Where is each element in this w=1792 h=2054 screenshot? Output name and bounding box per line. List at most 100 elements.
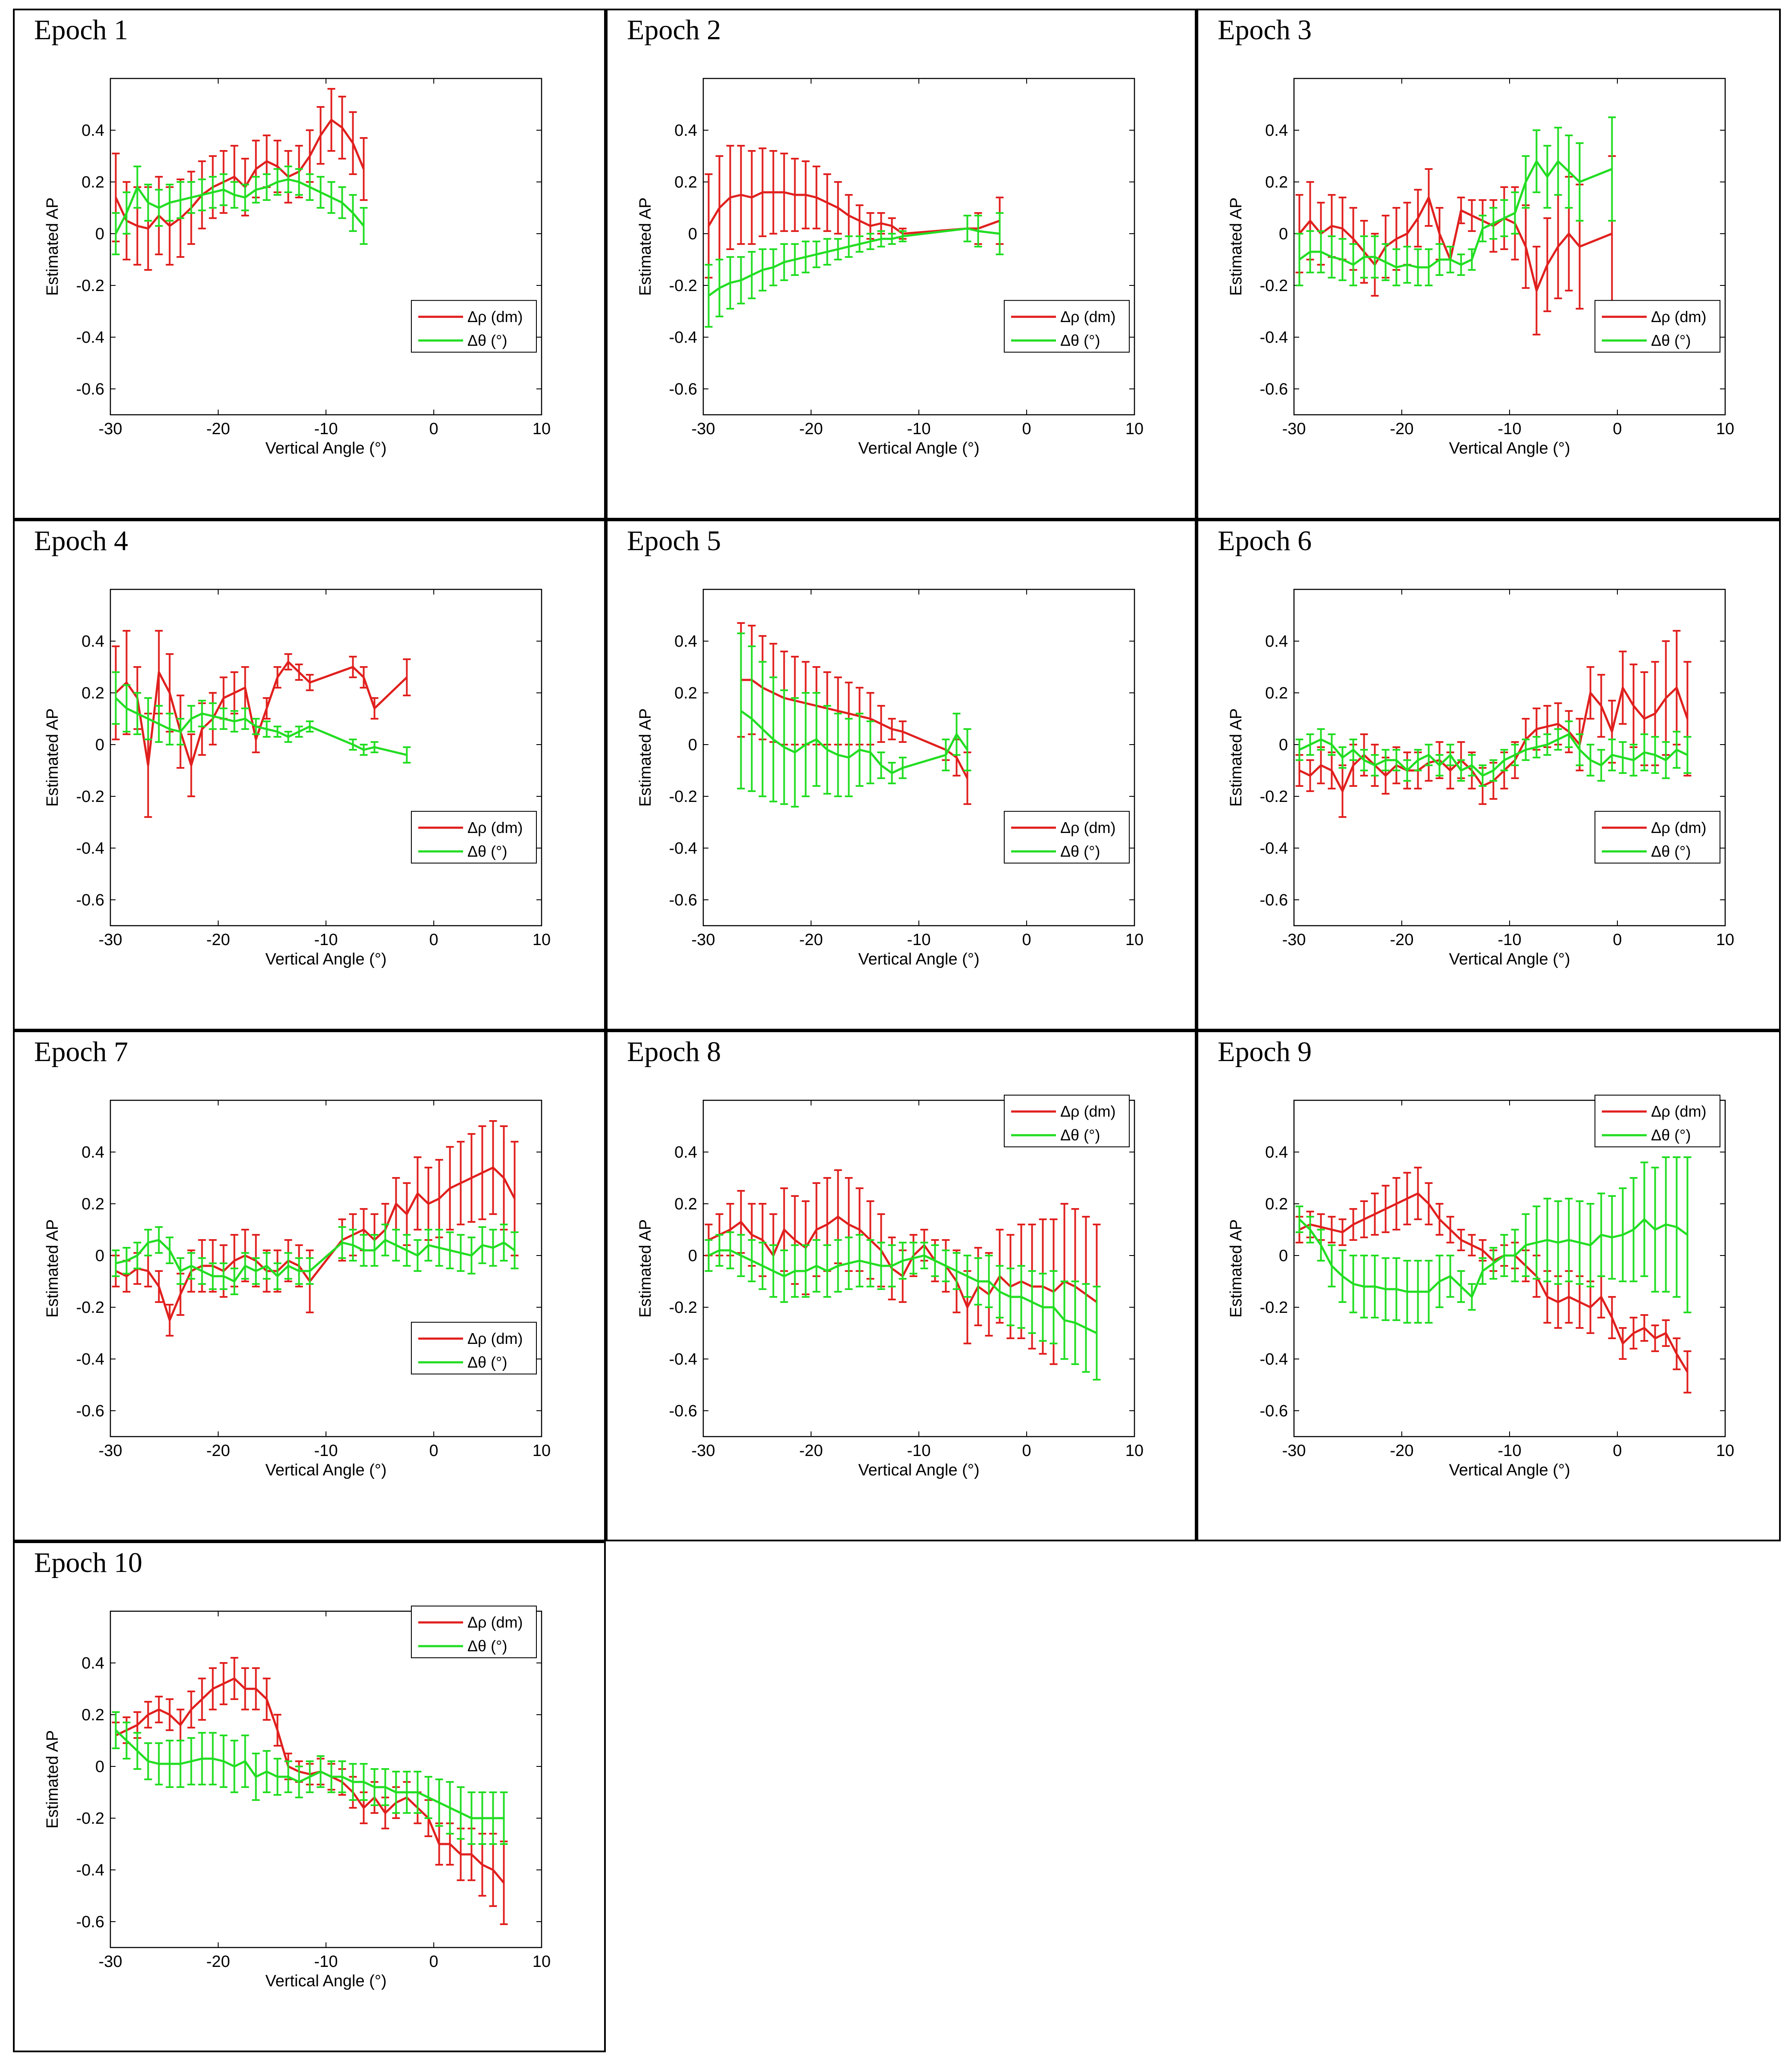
legend: Δρ (dm) Δθ (°) — [1004, 300, 1130, 353]
legend-box — [411, 300, 537, 353]
y-axis-label: Estimated AP — [636, 197, 655, 296]
legend-label: Δθ (°) — [467, 1637, 507, 1655]
y-axis-label: Estimated AP — [1227, 197, 1245, 296]
x-tick-label: 0 — [429, 1953, 438, 1971]
x-axis-label: Vertical Angle (°) — [858, 1461, 979, 1479]
chart-title: Epoch 8 — [627, 1036, 721, 1068]
x-tick-label: 0 — [1022, 1442, 1031, 1460]
y-tick-label: -0.6 — [76, 1913, 104, 1931]
x-tick-label: -30 — [692, 931, 715, 949]
y-tick-label: 0 — [688, 1247, 697, 1265]
legend: Δρ (dm) Δθ (°) — [411, 300, 537, 353]
legend-label: Δθ (°) — [1060, 332, 1100, 349]
x-tick-label: -20 — [207, 1442, 230, 1460]
y-tick-label: -0.6 — [76, 380, 104, 398]
chart-title: Epoch 1 — [34, 14, 128, 46]
series-line — [115, 178, 365, 235]
y-tick-label: -0.4 — [669, 1350, 697, 1368]
y-tick-label: 0.2 — [1265, 173, 1288, 191]
x-tick-label: 10 — [533, 1953, 551, 1971]
x-tick-label: 0 — [1022, 931, 1031, 949]
chart-cell-5: Epoch 5 -30 -20 -10 0 10 0.4 0.2 0 -0.2 -0.4 -0.6 Ve… — [606, 520, 1197, 1030]
y-tick-label: 0.2 — [81, 173, 104, 191]
x-tick-label: -20 — [799, 420, 823, 438]
legend-box — [411, 811, 537, 864]
chart-svg: -30 -20 -10 0 10 0.4 0.2 0 -0.2 -0.4 -0.6 Vertical … — [636, 78, 1143, 457]
y-tick-label: 0 — [1279, 225, 1288, 243]
series-line — [115, 661, 408, 767]
legend: Δρ (dm) Δθ (°) — [411, 1321, 537, 1375]
y-tick-label: 0.2 — [674, 173, 697, 191]
chart-cell-6: Epoch 6 -30 -20 -10 0 10 0.4 0.2 0 -0.2 -0.4 -0.6 Ve… — [1197, 520, 1781, 1030]
y-axis-label: Estimated AP — [636, 708, 655, 807]
legend-label: Δρ (dm) — [1060, 1102, 1116, 1120]
series-line — [1298, 196, 1613, 292]
series-line — [115, 1239, 515, 1283]
legend-box — [1004, 811, 1130, 864]
legend-label: Δθ (°) — [467, 1353, 507, 1371]
x-tick-label: -30 — [1282, 1442, 1306, 1460]
chart-cell-3: Epoch 3 -30 -20 -10 0 10 0.4 0.2 0 -0.2 -0.4 -0.6 Ve… — [1197, 9, 1781, 520]
x-tick-label: 0 — [429, 1442, 438, 1460]
y-tick-label: 0.4 — [674, 632, 697, 651]
legend-label: Δρ (dm) — [1651, 1102, 1707, 1120]
x-tick-label: -10 — [314, 931, 338, 949]
y-tick-label: 0.4 — [674, 1143, 697, 1162]
chart-title: Epoch 4 — [34, 525, 128, 557]
x-tick-label: -30 — [692, 1442, 715, 1460]
plot-frame — [702, 589, 1135, 927]
x-tick-label: 10 — [1125, 931, 1143, 949]
legend: Δρ (dm) Δθ (°) — [1595, 811, 1720, 864]
x-tick-label: 0 — [1022, 420, 1031, 438]
x-tick-label: 10 — [533, 420, 551, 438]
x-tick-label: 10 — [533, 931, 551, 949]
y-axis-label: Estimated AP — [636, 1219, 655, 1318]
y-tick-label: 0.4 — [674, 122, 697, 140]
x-tick-label: -30 — [1282, 931, 1306, 949]
x-tick-label: -10 — [314, 420, 338, 438]
y-tick-label: -0.6 — [1260, 1402, 1288, 1420]
legend: Δρ (dm) Δθ (°) — [411, 811, 537, 864]
y-tick-label: 0.4 — [81, 632, 104, 651]
series-line — [115, 1729, 504, 1819]
legend-label: Δθ (°) — [467, 332, 507, 349]
chart-svg: -30 -20 -10 0 10 0.4 0.2 0 -0.2 -0.4 -0.6 Vertical … — [636, 1095, 1143, 1479]
chart-title: Epoch 3 — [1218, 14, 1312, 46]
series-line — [115, 697, 407, 756]
y-tick-label: -0.2 — [1260, 788, 1288, 806]
x-axis-label: Vertical Angle (°) — [265, 439, 386, 457]
series-dtheta — [1295, 1156, 1692, 1324]
x-tick-label: 10 — [1125, 420, 1143, 438]
y-tick-label: -0.4 — [76, 1861, 104, 1879]
x-tick-label: -30 — [99, 931, 122, 949]
chart-title: Epoch 2 — [627, 14, 721, 46]
y-tick-label: 0 — [95, 1758, 104, 1776]
legend-label: Δρ (dm) — [467, 1613, 523, 1631]
x-axis-label: Vertical Angle (°) — [1449, 950, 1570, 968]
legend-box — [1004, 1095, 1130, 1147]
y-tick-label: 0.4 — [1265, 122, 1288, 140]
plot-frame — [110, 1099, 542, 1437]
legend: Δρ (dm) Δθ (°) — [1004, 811, 1130, 864]
series-dtheta — [112, 671, 411, 764]
y-tick-label: -0.4 — [76, 329, 104, 347]
series-line — [1298, 1218, 1688, 1298]
x-tick-label: 0 — [1613, 1442, 1622, 1460]
legend-label: Δρ (dm) — [1060, 819, 1116, 836]
x-tick-label: 0 — [429, 931, 438, 949]
x-tick-label: 10 — [1125, 1442, 1143, 1460]
chart-svg: -30 -20 -10 0 10 0.4 0.2 0 -0.2 -0.4 -0.6 Vertical … — [44, 589, 551, 968]
x-tick-label: -30 — [692, 420, 715, 438]
x-tick-label: -20 — [1390, 1442, 1414, 1460]
chart-cell-7: Epoch 7 -30 -20 -10 0 10 0.4 0.2 0 -0.2 -0.4 -0.6 Ve… — [13, 1030, 606, 1541]
y-tick-label: -0.4 — [1260, 329, 1288, 347]
legend-box — [1595, 1095, 1720, 1147]
chart-cell-4: Epoch 4 -30 -20 -10 0 10 0.4 0.2 0 -0.2 -0.4 -0.6 Ve… — [13, 520, 606, 1030]
plot-frame — [1293, 1099, 1726, 1437]
y-tick-label: -0.4 — [669, 329, 697, 347]
plot-frame — [110, 1610, 542, 1948]
chart-cell-2: Epoch 2 -30 -20 -10 0 10 0.4 0.2 0 -0.2 -0.4 -0.6 Ve… — [606, 9, 1197, 520]
y-tick-label: -0.6 — [669, 380, 697, 398]
x-tick-label: -10 — [314, 1442, 338, 1460]
